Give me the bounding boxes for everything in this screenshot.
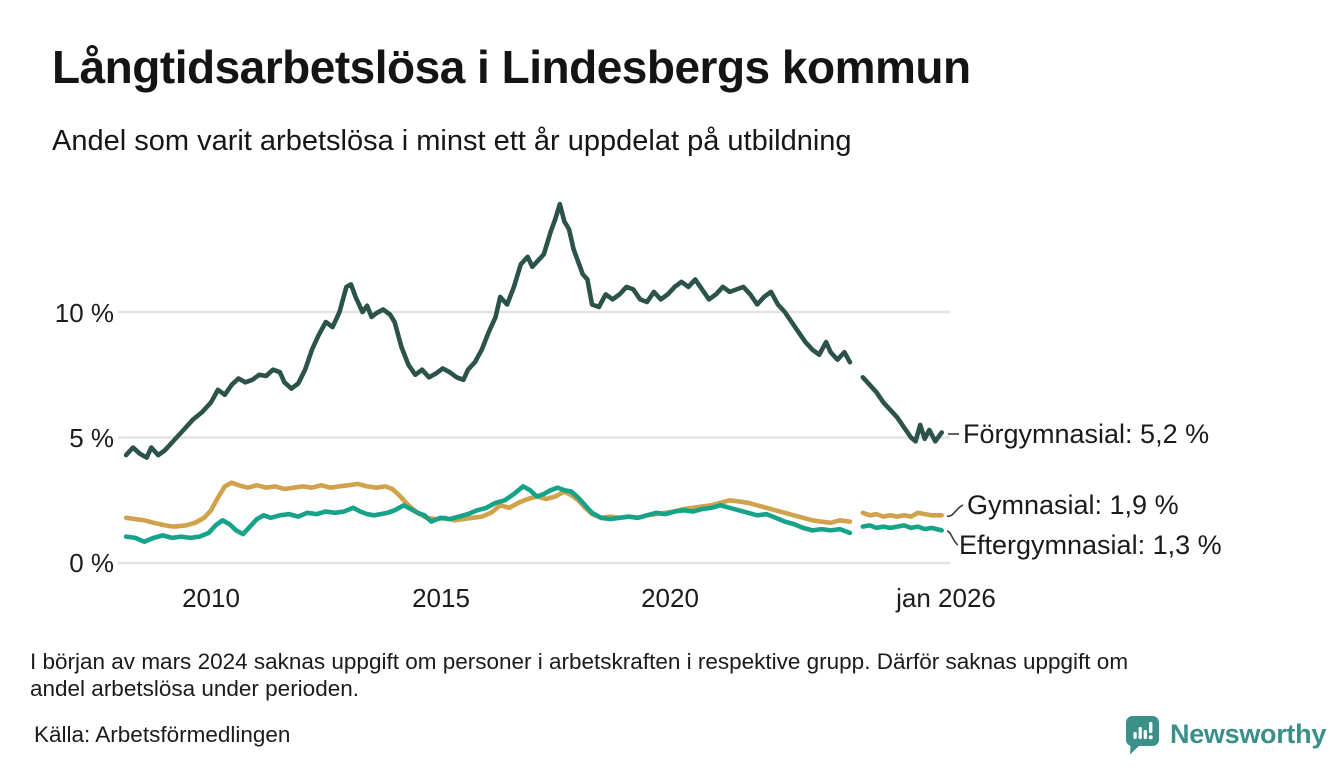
- series-line-förgymnasial-seg2: [860, 375, 945, 444]
- series-layer: [123, 201, 945, 545]
- chart-subtitle: Andel som varit arbetslösa i minst ett å…: [52, 125, 852, 157]
- page-title: Långtidsarbetslösa i Lindesbergs kommun: [52, 41, 971, 93]
- series-end-label-gymnasial: Gymnasial: 1,9 %: [967, 490, 1179, 520]
- chart-svg: 10 % 5 % 0 % 2010 2015 2020 jan 2026: [55, 201, 996, 613]
- xtick-2020: 2020: [641, 583, 699, 613]
- newsworthy-branding: Newsworthy: [1124, 714, 1326, 755]
- series-line-eftergymnasial-seg1: [123, 484, 853, 545]
- brand-name: Newsworthy: [1170, 719, 1327, 749]
- series-line-gymnasial-seg2: [860, 510, 945, 519]
- speech-bubble-bar-chart-icon: [1125, 716, 1159, 755]
- ytick-0: 0 %: [69, 548, 114, 578]
- series-line-gymnasial-seg1: [123, 480, 853, 529]
- gridlines-layer: [118, 310, 950, 565]
- series-line-eftergymnasial-seg2: [860, 523, 945, 533]
- xtick-2015: 2015: [412, 583, 470, 613]
- connector-gymnasial: [946, 504, 964, 518]
- line-chart: 10 % 5 % 0 % 2010 2015 2020 jan 2026 För…: [0, 170, 1340, 640]
- xtick-2010: 2010: [182, 583, 240, 613]
- connector-eftergymnasial: [946, 530, 959, 546]
- footnote-line-1: I början av mars 2024 saknas uppgift om …: [30, 649, 1129, 674]
- series-end-label-eftergymnasial: Eftergymnasial: 1,3 %: [959, 530, 1222, 560]
- series-end-label-forgymnasial: Förgymnasial: 5,2 %: [963, 419, 1210, 449]
- xtick-jan-2026: jan 2026: [895, 583, 996, 613]
- footnote: I början av mars 2024 saknas uppgift om …: [30, 649, 1310, 702]
- ytick-10: 10 %: [55, 298, 114, 328]
- footnote-line-2: andel arbetslösa under perioden.: [30, 675, 359, 701]
- ytick-5: 5 %: [69, 423, 114, 453]
- source-note: Källa: Arbetsförmedlingen: [34, 722, 291, 747]
- series-line-förgymnasial-seg1: [123, 201, 853, 460]
